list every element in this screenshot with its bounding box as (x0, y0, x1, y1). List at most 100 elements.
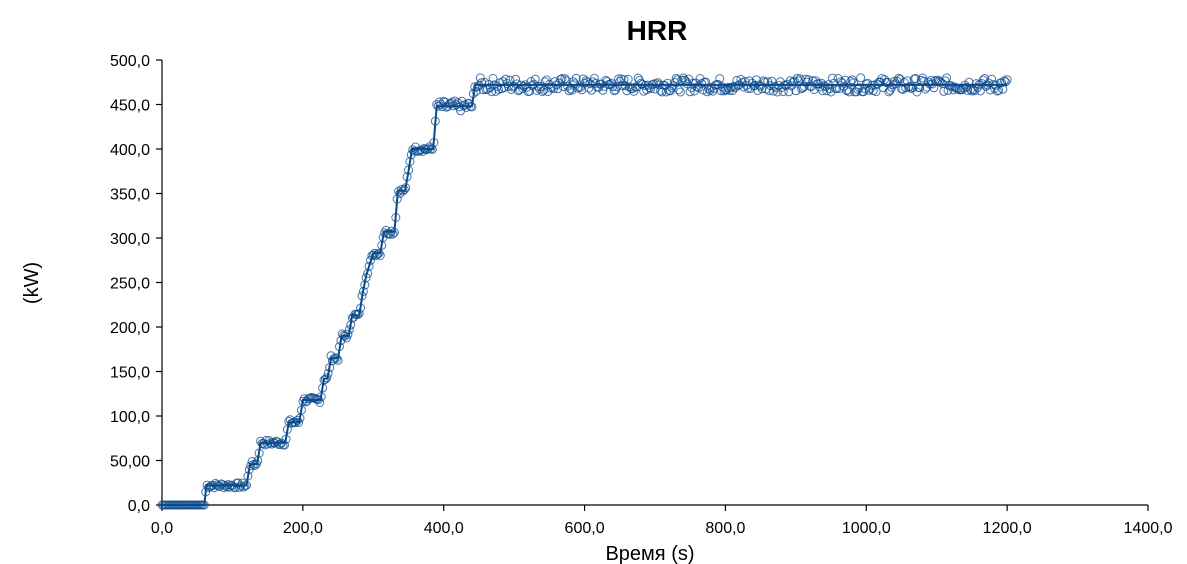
series-point (636, 78, 646, 88)
series-point (320, 374, 330, 384)
series-point (619, 75, 629, 85)
series-point (453, 98, 463, 108)
series-point (935, 76, 944, 86)
series-point (784, 87, 794, 97)
series-point (329, 354, 339, 364)
x-tick-label: 400,0 (424, 520, 464, 537)
series-point (722, 85, 732, 95)
series-point (728, 86, 737, 96)
series-point (292, 415, 302, 425)
series-point (897, 84, 906, 94)
series-point (340, 331, 350, 341)
series-point (332, 354, 342, 363)
series-point (828, 73, 837, 83)
series-point (384, 229, 394, 239)
series-point (404, 165, 413, 175)
series-point (394, 186, 404, 196)
series-point (388, 229, 398, 239)
x-tick-label: 1000,0 (842, 520, 891, 537)
series-point (729, 81, 739, 91)
y-tick-label: 250,0 (110, 276, 150, 293)
series-point (994, 85, 1004, 95)
series-point (315, 398, 325, 407)
series-point (294, 418, 304, 427)
series-point (929, 83, 939, 93)
series-point (366, 255, 375, 265)
series-point (422, 145, 432, 155)
series-point (884, 87, 894, 97)
series-point (204, 483, 213, 492)
series-point (363, 269, 373, 278)
chart-title: HRR (627, 15, 688, 46)
series-point (553, 84, 563, 94)
series-point (391, 213, 401, 222)
series-point (343, 329, 353, 339)
series-point (371, 251, 381, 260)
series-point (498, 77, 508, 86)
x-axis-label: Время (s) (605, 543, 694, 564)
series-point (208, 480, 218, 490)
series-point (571, 73, 581, 83)
series-point (547, 82, 557, 92)
series-point (322, 373, 332, 383)
series-point (964, 77, 974, 87)
series-point (985, 85, 995, 95)
series-point (902, 76, 912, 86)
series-point (911, 74, 921, 83)
series-point (237, 478, 247, 488)
series-point (467, 102, 477, 112)
series-point (316, 392, 326, 402)
series-point (1001, 77, 1011, 87)
series-point (444, 99, 454, 109)
series-point (822, 86, 832, 96)
series-point (716, 86, 726, 96)
series-point (939, 86, 949, 96)
series-point (542, 75, 551, 85)
series-point (475, 73, 485, 83)
y-ticks: 0,0 50,00 100,0 150,0 200,0 250,0 300,0 350,0 40… (110, 53, 162, 515)
series-point (399, 185, 409, 195)
series-point (243, 471, 253, 481)
series-point (242, 480, 251, 490)
y-axis-label: (kW) (21, 262, 43, 304)
series-point (398, 186, 408, 196)
series-point (526, 77, 536, 86)
series-point (767, 76, 777, 86)
series-point (968, 85, 978, 95)
series-point (685, 87, 695, 97)
y-tick-label: 350,0 (110, 187, 150, 204)
y-tick-label: 100,0 (110, 409, 150, 426)
series-point (770, 81, 780, 91)
series-point (751, 75, 761, 85)
series-point (375, 251, 385, 260)
series-point (357, 291, 367, 301)
series-point (344, 325, 354, 335)
series-layer (157, 73, 1012, 510)
series-point (991, 80, 1001, 90)
series-point (254, 448, 264, 458)
series-point (346, 320, 356, 330)
series-point (240, 481, 250, 491)
series-point (446, 98, 456, 108)
x-ticks: 0,0 200,0 400,0 600,0 800,0 1000,0 1200,0 1400,… (151, 505, 1173, 537)
series-point (768, 86, 778, 96)
series-point (488, 73, 498, 83)
series-point (853, 84, 863, 94)
series-point (397, 185, 406, 194)
series-point (477, 78, 487, 88)
series-point (513, 86, 523, 96)
series-point (598, 85, 608, 95)
series-point (401, 183, 411, 193)
series-point (582, 77, 592, 87)
series-point (771, 83, 781, 93)
series-point (470, 82, 480, 92)
series-point (225, 482, 235, 492)
y-tick-label: 500,0 (110, 53, 150, 70)
series-point (281, 434, 291, 444)
series-point (647, 80, 657, 90)
series-point (794, 76, 804, 86)
series-point (356, 303, 366, 313)
x-tick-label: 1400,0 (1124, 520, 1173, 537)
y-tick-label: 150,0 (110, 365, 150, 382)
y-tick-label: 450,0 (110, 98, 150, 115)
